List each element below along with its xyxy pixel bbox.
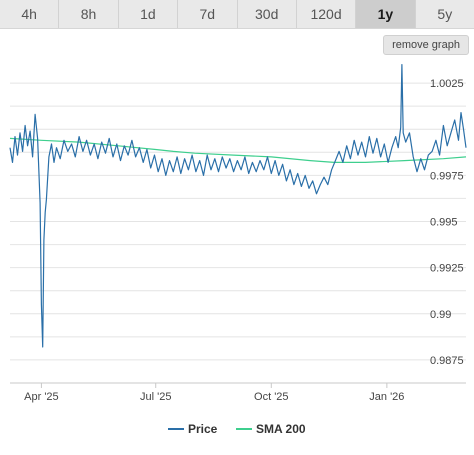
y-tick-label: 0.9975 bbox=[430, 170, 464, 182]
tab-120d[interactable]: 120d bbox=[296, 0, 357, 28]
y-tick-label: 0.99 bbox=[430, 309, 451, 321]
tab-30d[interactable]: 30d bbox=[237, 0, 297, 28]
y-tick-label: 0.995 bbox=[430, 217, 458, 229]
x-tick-label: Jul '25 bbox=[140, 391, 171, 403]
y-tick-label: 0.9875 bbox=[430, 355, 464, 367]
tab-5y[interactable]: 5y bbox=[415, 0, 474, 28]
x-tick-label: Oct '25 bbox=[254, 391, 289, 403]
tab-8h[interactable]: 8h bbox=[59, 0, 119, 28]
timeframe-tabs: 4h 8h 1d 7d 30d 120d 1y 5y bbox=[0, 0, 474, 29]
series-line-sma-200 bbox=[9, 137, 467, 163]
x-tick-label: Jan '26 bbox=[369, 391, 404, 403]
y-tick-label: 0.9925 bbox=[430, 263, 464, 275]
x-tick-label: Apr '25 bbox=[24, 391, 59, 403]
legend-item-price[interactable]: Price bbox=[188, 422, 218, 436]
x-axis: Apr '25 Jul '25 Oct '25 Jan '26 bbox=[10, 382, 466, 403]
y-tick-label: 1.0025 bbox=[430, 78, 464, 90]
chart-legend: Price SMA 200 bbox=[168, 422, 306, 436]
tab-1d[interactable]: 1d bbox=[118, 0, 179, 28]
legend-item-sma-200[interactable]: SMA 200 bbox=[256, 422, 306, 436]
tab-1y[interactable]: 1y bbox=[356, 0, 416, 28]
tab-7d[interactable]: 7d bbox=[178, 0, 238, 28]
tab-4h[interactable]: 4h bbox=[0, 0, 60, 28]
chart-grid bbox=[10, 82, 466, 361]
y-axis-ticks: 0.9875 0.99 0.9925 0.995 0.9975 1.0025 bbox=[430, 78, 464, 367]
chart-series bbox=[9, 63, 467, 348]
remove-graph-button[interactable]: remove graph bbox=[383, 35, 469, 55]
series-line-price bbox=[9, 63, 467, 348]
